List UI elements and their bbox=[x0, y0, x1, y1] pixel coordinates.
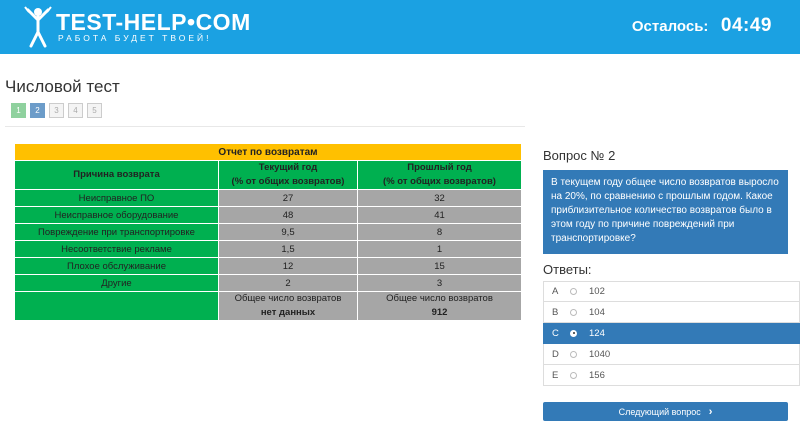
row-reason: Другие bbox=[14, 274, 219, 292]
header-bar: TEST-HELP•COM РАБОТА БУДЕТ ТВОЕЙ! Остало… bbox=[0, 0, 800, 54]
row-reason: Повреждение при транспортировке bbox=[14, 223, 219, 241]
table-row: Другие 2 3 bbox=[14, 274, 522, 292]
pager-item-3[interactable]: 3 bbox=[49, 103, 64, 118]
header-previous-line2: (% от общих возвратов) bbox=[383, 176, 496, 187]
answer-value: 104 bbox=[589, 306, 605, 318]
total-previous-label: Общее число возвратов bbox=[386, 293, 493, 304]
answers-title: Ответы: bbox=[543, 262, 592, 277]
answer-letter: D bbox=[552, 348, 559, 360]
row-reason: Несоответствие рекламе bbox=[14, 240, 219, 258]
answer-value: 1040 bbox=[589, 348, 611, 360]
chevron-right-icon: › bbox=[708, 405, 713, 418]
row-reason: Неисправное оборудование bbox=[14, 206, 219, 224]
divider bbox=[5, 126, 525, 127]
table-title: Отчет по возвратам bbox=[14, 143, 522, 161]
row-previous: 32 bbox=[357, 189, 522, 207]
answer-letter: A bbox=[552, 286, 559, 297]
answer-value: 102 bbox=[589, 286, 605, 297]
answer-option-c[interactable]: C 124 bbox=[543, 323, 800, 344]
total-current: Общее число возвратов нет данных bbox=[218, 291, 358, 321]
header-previous-year: Прошлый год (% от общих возвратов) bbox=[357, 160, 522, 190]
answer-letter: E bbox=[552, 369, 559, 381]
row-current: 2 bbox=[218, 274, 358, 292]
pager-item-4[interactable]: 4 bbox=[68, 103, 83, 118]
question-text: В текущем году общее число возвратов выр… bbox=[543, 170, 788, 254]
row-current: 12 bbox=[218, 257, 358, 275]
answer-letter: C bbox=[552, 327, 559, 339]
row-current: 48 bbox=[218, 206, 358, 224]
row-previous: 41 bbox=[357, 206, 522, 224]
table-row: Неисправное оборудование 48 41 bbox=[14, 206, 522, 224]
table-row: Повреждение при транспортировке 9,5 8 bbox=[14, 223, 522, 241]
row-reason: Плохое обслуживание bbox=[14, 257, 219, 275]
total-previous: Общее число возвратов 912 bbox=[357, 291, 522, 321]
question-title: Вопрос № 2 bbox=[543, 148, 616, 163]
logo-figure-icon bbox=[24, 6, 52, 48]
answer-option-b[interactable]: B 104 bbox=[543, 302, 800, 323]
total-current-label: Общее число возвратов bbox=[234, 293, 342, 304]
answer-option-e[interactable]: E 156 bbox=[543, 365, 800, 386]
next-question-label: Следующий вопрос bbox=[618, 406, 701, 417]
row-previous: 15 bbox=[357, 257, 522, 275]
row-current: 9,5 bbox=[218, 223, 358, 241]
header-current-line1: Текущий год bbox=[258, 162, 318, 173]
radio-button-icon[interactable] bbox=[570, 329, 577, 337]
header-current-year: Текущий год (% от общих возвратов) bbox=[218, 160, 358, 190]
row-current: 27 bbox=[218, 189, 358, 207]
page-title: Числовой тест bbox=[5, 77, 120, 96]
radio-button-icon[interactable] bbox=[570, 371, 577, 379]
answer-value: 156 bbox=[589, 369, 605, 381]
header-previous-line1: Прошлый год bbox=[407, 162, 472, 173]
header-reason: Причина возврата bbox=[14, 160, 219, 190]
pager-item-5[interactable]: 5 bbox=[87, 103, 102, 118]
radio-button-icon[interactable] bbox=[570, 288, 577, 295]
row-previous: 1 bbox=[357, 240, 522, 258]
answer-option-d[interactable]: D 1040 bbox=[543, 344, 800, 365]
answer-option-a[interactable]: A 102 bbox=[543, 281, 800, 302]
row-previous: 3 bbox=[357, 274, 522, 292]
timer-value: 04:49 bbox=[720, 15, 772, 36]
logo-text: TEST-HELP•COM bbox=[56, 9, 251, 35]
total-current-value: нет данных bbox=[260, 307, 316, 318]
timer: Осталось: 04:49 bbox=[632, 15, 772, 37]
row-current: 1,5 bbox=[218, 240, 358, 258]
radio-button-icon[interactable] bbox=[570, 308, 577, 316]
row-previous: 8 bbox=[357, 223, 522, 241]
question-pager: 1 2 3 4 5 bbox=[11, 103, 102, 118]
table-header-row: Причина возврата Текущий год (% от общих… bbox=[14, 160, 522, 190]
row-reason: Неисправное ПО bbox=[14, 189, 219, 207]
logo-tagline: РАБОТА БУДЕТ ТВОЕЙ! bbox=[58, 33, 212, 43]
total-empty-cell bbox=[14, 291, 219, 321]
table-row: Неисправное ПО 27 32 bbox=[14, 189, 522, 207]
radio-button-icon[interactable] bbox=[570, 350, 577, 358]
answers-list: A 102 B 104 C 124 D 1040 E 156 bbox=[543, 281, 800, 386]
header-current-line2: (% от общих возвратов) bbox=[231, 176, 345, 187]
table-row: Несоответствие рекламе 1,5 1 bbox=[14, 240, 522, 258]
answer-value: 124 bbox=[589, 327, 605, 339]
next-question-button[interactable]: Следующий вопрос › bbox=[543, 402, 788, 421]
returns-report-table: Отчет по возвратам Причина возврата Теку… bbox=[14, 143, 522, 321]
table-title-row: Отчет по возвратам bbox=[14, 143, 522, 161]
table-row: Плохое обслуживание 12 15 bbox=[14, 257, 522, 275]
answer-letter: B bbox=[552, 306, 559, 318]
table-total-row: Общее число возвратов нет данных Общее ч… bbox=[14, 291, 522, 321]
total-previous-value: 912 bbox=[431, 307, 448, 318]
pager-item-2[interactable]: 2 bbox=[30, 103, 45, 118]
pager-item-1[interactable]: 1 bbox=[11, 103, 26, 118]
timer-label: Осталось: bbox=[631, 18, 709, 35]
